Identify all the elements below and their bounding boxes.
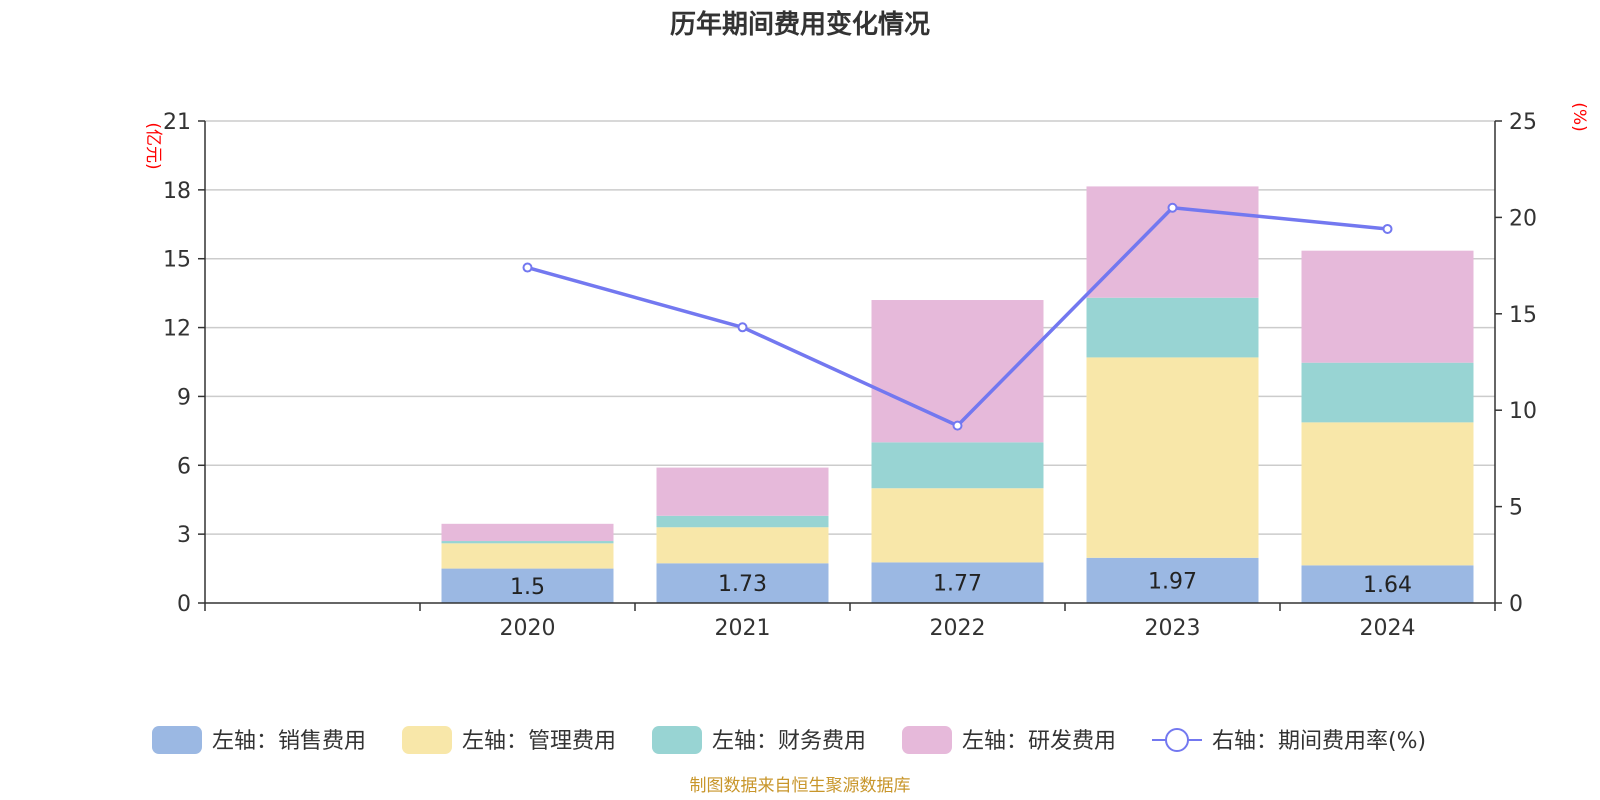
bar-segment-1 (441, 543, 614, 569)
rate-point (522, 262, 533, 273)
bar-data-label: 1.5 (510, 575, 545, 600)
bar-segment-1 (1086, 357, 1259, 558)
left-axis-tick-label: 15 (163, 248, 191, 273)
right-axis-tick-label: 15 (1509, 303, 1537, 328)
line-series (522, 202, 1393, 431)
bar-segment-2 (656, 515, 829, 528)
bar-segment-2 (871, 442, 1044, 489)
right-axis-tick-label: 25 (1509, 110, 1537, 135)
legend-label: 左轴：研发费用 (962, 729, 1116, 754)
bar-segment-0 (871, 562, 1044, 603)
left-axis-tick-label: 18 (163, 179, 191, 204)
legend-swatch (902, 726, 952, 754)
bar-segment-0 (1086, 557, 1259, 603)
bar-segment-1 (1301, 422, 1474, 566)
x-axis-tick-label: 2022 (930, 616, 986, 641)
right-axis-unit: (%) (1569, 102, 1589, 131)
rate-point (1167, 202, 1178, 213)
right-axis-tick-label: 10 (1509, 399, 1537, 424)
bar-segment-3 (656, 467, 829, 516)
legend-swatch (152, 726, 202, 754)
bar-segment-0 (656, 563, 829, 603)
legend-marker (1165, 728, 1189, 752)
left-axis-tick-label: 3 (177, 523, 191, 548)
legend-label: 左轴：销售费用 (212, 729, 366, 754)
data-labels: 1.5 1.73 1.77 1.97 1.64 (510, 569, 1412, 599)
axes: 0 3 6 9 12 15 18 21 0 5 10 15 20 25 2020 2021 2022 2023 20… (163, 110, 1537, 641)
bar-segment-2 (441, 541, 614, 544)
bar-data-label: 1.64 (1363, 573, 1412, 598)
legend-swatch (402, 726, 452, 754)
legend-label: 左轴：财务费用 (712, 729, 866, 754)
legend-swatch (652, 726, 702, 754)
left-axis-tick-label: 12 (163, 317, 191, 342)
bar-segment-1 (871, 488, 1044, 563)
left-axis-unit: (亿元) (143, 122, 163, 169)
left-axis-tick-label: 9 (177, 385, 191, 410)
bar-segment-0 (441, 568, 614, 603)
bar-data-label: 1.77 (933, 572, 982, 597)
rate-point (952, 420, 963, 431)
bar-segment-3 (1301, 250, 1474, 363)
bar-segment-1 (656, 527, 829, 564)
rate-point (737, 322, 748, 333)
bar-segment-0 (1301, 565, 1474, 603)
bar-segment-3 (871, 300, 1044, 443)
bar-segment-3 (441, 523, 614, 542)
left-axis-tick-label: 0 (177, 592, 191, 617)
chart-title: 历年期间费用变化情况 (670, 9, 930, 40)
x-axis-tick-label: 2024 (1360, 616, 1416, 641)
x-axis-tick-label: 2023 (1145, 616, 1201, 641)
source-note: 制图数据来自恒生聚源数据库 (690, 776, 911, 796)
right-axis-tick-label: 5 (1509, 496, 1523, 521)
legend: 左轴：销售费用 左轴：管理费用 左轴：财务费用 左轴：研发费用 右轴：期间费用率(%) (152, 726, 1426, 754)
right-axis-tick-label: 20 (1509, 206, 1537, 231)
bar-series (441, 186, 1474, 603)
right-axis-tick-label: 0 (1509, 592, 1523, 617)
bar-segment-2 (1086, 297, 1259, 358)
rate-point (1382, 223, 1393, 234)
grid-lines (205, 120, 1495, 535)
x-axis-tick-label: 2020 (500, 616, 556, 641)
legend-label: 左轴：管理费用 (462, 729, 616, 754)
bar-segment-2 (1301, 362, 1474, 423)
bar-data-label: 1.73 (718, 572, 767, 597)
left-axis-tick-label: 21 (163, 110, 191, 135)
left-axis-tick-label: 6 (177, 454, 191, 479)
x-axis-tick-label: 2021 (715, 616, 771, 641)
legend-label: 右轴：期间费用率(%) (1212, 729, 1426, 754)
bar-data-label: 1.97 (1148, 569, 1197, 594)
